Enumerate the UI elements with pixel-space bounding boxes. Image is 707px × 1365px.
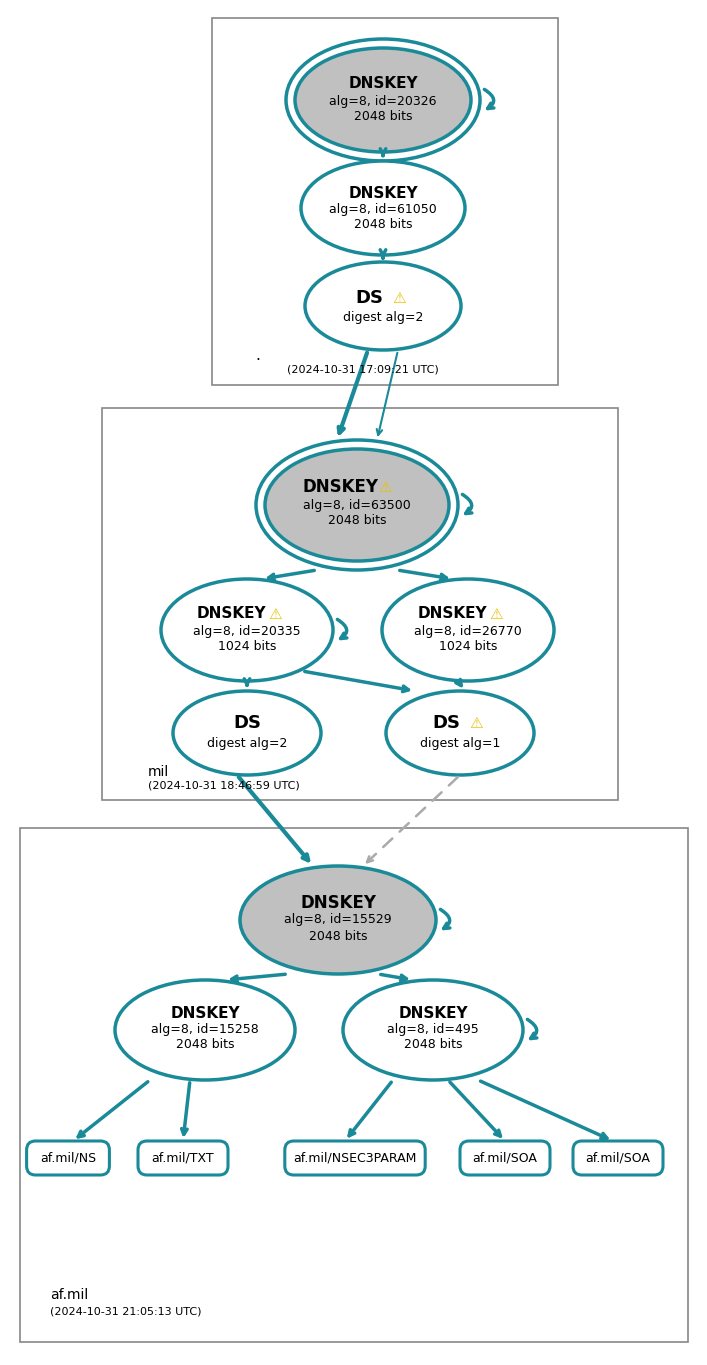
Bar [212,18,558,385]
Text: 2048 bits: 2048 bits [176,1039,234,1051]
Text: digest alg=1: digest alg=1 [420,737,500,749]
Ellipse shape [240,865,436,975]
Ellipse shape [386,691,534,775]
Text: DNSKEY: DNSKEY [303,478,379,495]
Text: ⚠: ⚠ [268,606,282,621]
FancyBboxPatch shape [573,1141,663,1175]
Ellipse shape [265,449,449,561]
Text: DS: DS [355,289,383,307]
Text: DS: DS [233,714,261,732]
Text: DNSKEY: DNSKEY [300,894,376,912]
Ellipse shape [382,579,554,681]
Text: DNSKEY: DNSKEY [348,76,418,91]
Text: digest alg=2: digest alg=2 [343,311,423,325]
Text: 2048 bits: 2048 bits [354,109,412,123]
Text: DS: DS [432,714,460,732]
Text: ⚠: ⚠ [489,606,503,621]
Text: 2048 bits: 2048 bits [328,515,386,527]
Text: 1024 bits: 1024 bits [439,639,497,652]
Text: 1024 bits: 1024 bits [218,639,276,652]
Text: digest alg=2: digest alg=2 [207,737,287,749]
FancyBboxPatch shape [27,1141,110,1175]
Text: 2048 bits: 2048 bits [309,930,367,942]
Text: .: . [255,348,260,363]
FancyBboxPatch shape [138,1141,228,1175]
Text: DNSKEY: DNSKEY [196,606,266,621]
Text: ⚠: ⚠ [392,291,406,306]
Bar [20,829,688,1342]
Ellipse shape [295,48,471,152]
FancyBboxPatch shape [285,1141,425,1175]
Text: af.mil/NSEC3PARAM: af.mil/NSEC3PARAM [293,1152,416,1164]
Text: (2024-10-31 17:09:21 UTC): (2024-10-31 17:09:21 UTC) [287,364,439,375]
Text: mil: mil [148,764,169,779]
Text: alg=8, id=20326: alg=8, id=20326 [329,94,437,108]
Text: DNSKEY: DNSKEY [348,187,418,202]
Text: ⚠: ⚠ [469,715,483,730]
FancyBboxPatch shape [460,1141,550,1175]
Text: (2024-10-31 18:46:59 UTC): (2024-10-31 18:46:59 UTC) [148,781,300,790]
Text: af.mil/SOA: af.mil/SOA [472,1152,537,1164]
Text: af.mil/NS: af.mil/NS [40,1152,96,1164]
Text: ⚠: ⚠ [378,479,392,494]
Text: alg=8, id=495: alg=8, id=495 [387,1024,479,1036]
Text: alg=8, id=63500: alg=8, id=63500 [303,498,411,512]
Text: (2024-10-31 21:05:13 UTC): (2024-10-31 21:05:13 UTC) [50,1308,201,1317]
Text: alg=8, id=15258: alg=8, id=15258 [151,1024,259,1036]
Text: 2048 bits: 2048 bits [404,1039,462,1051]
Text: af.mil/TXT: af.mil/TXT [152,1152,214,1164]
Text: DNSKEY: DNSKEY [417,606,487,621]
Ellipse shape [305,262,461,349]
Ellipse shape [115,980,295,1080]
Text: DNSKEY: DNSKEY [398,1006,468,1021]
Text: alg=8, id=26770: alg=8, id=26770 [414,625,522,637]
Text: alg=8, id=61050: alg=8, id=61050 [329,202,437,216]
Ellipse shape [301,161,465,255]
Text: DNSKEY: DNSKEY [170,1006,240,1021]
Ellipse shape [161,579,333,681]
Text: af.mil/SOA: af.mil/SOA [585,1152,650,1164]
Text: 2048 bits: 2048 bits [354,217,412,231]
Text: alg=8, id=20335: alg=8, id=20335 [193,625,300,637]
Text: alg=8, id=15529: alg=8, id=15529 [284,913,392,927]
Bar [102,408,618,800]
Ellipse shape [343,980,523,1080]
Text: af.mil: af.mil [50,1289,88,1302]
Ellipse shape [173,691,321,775]
